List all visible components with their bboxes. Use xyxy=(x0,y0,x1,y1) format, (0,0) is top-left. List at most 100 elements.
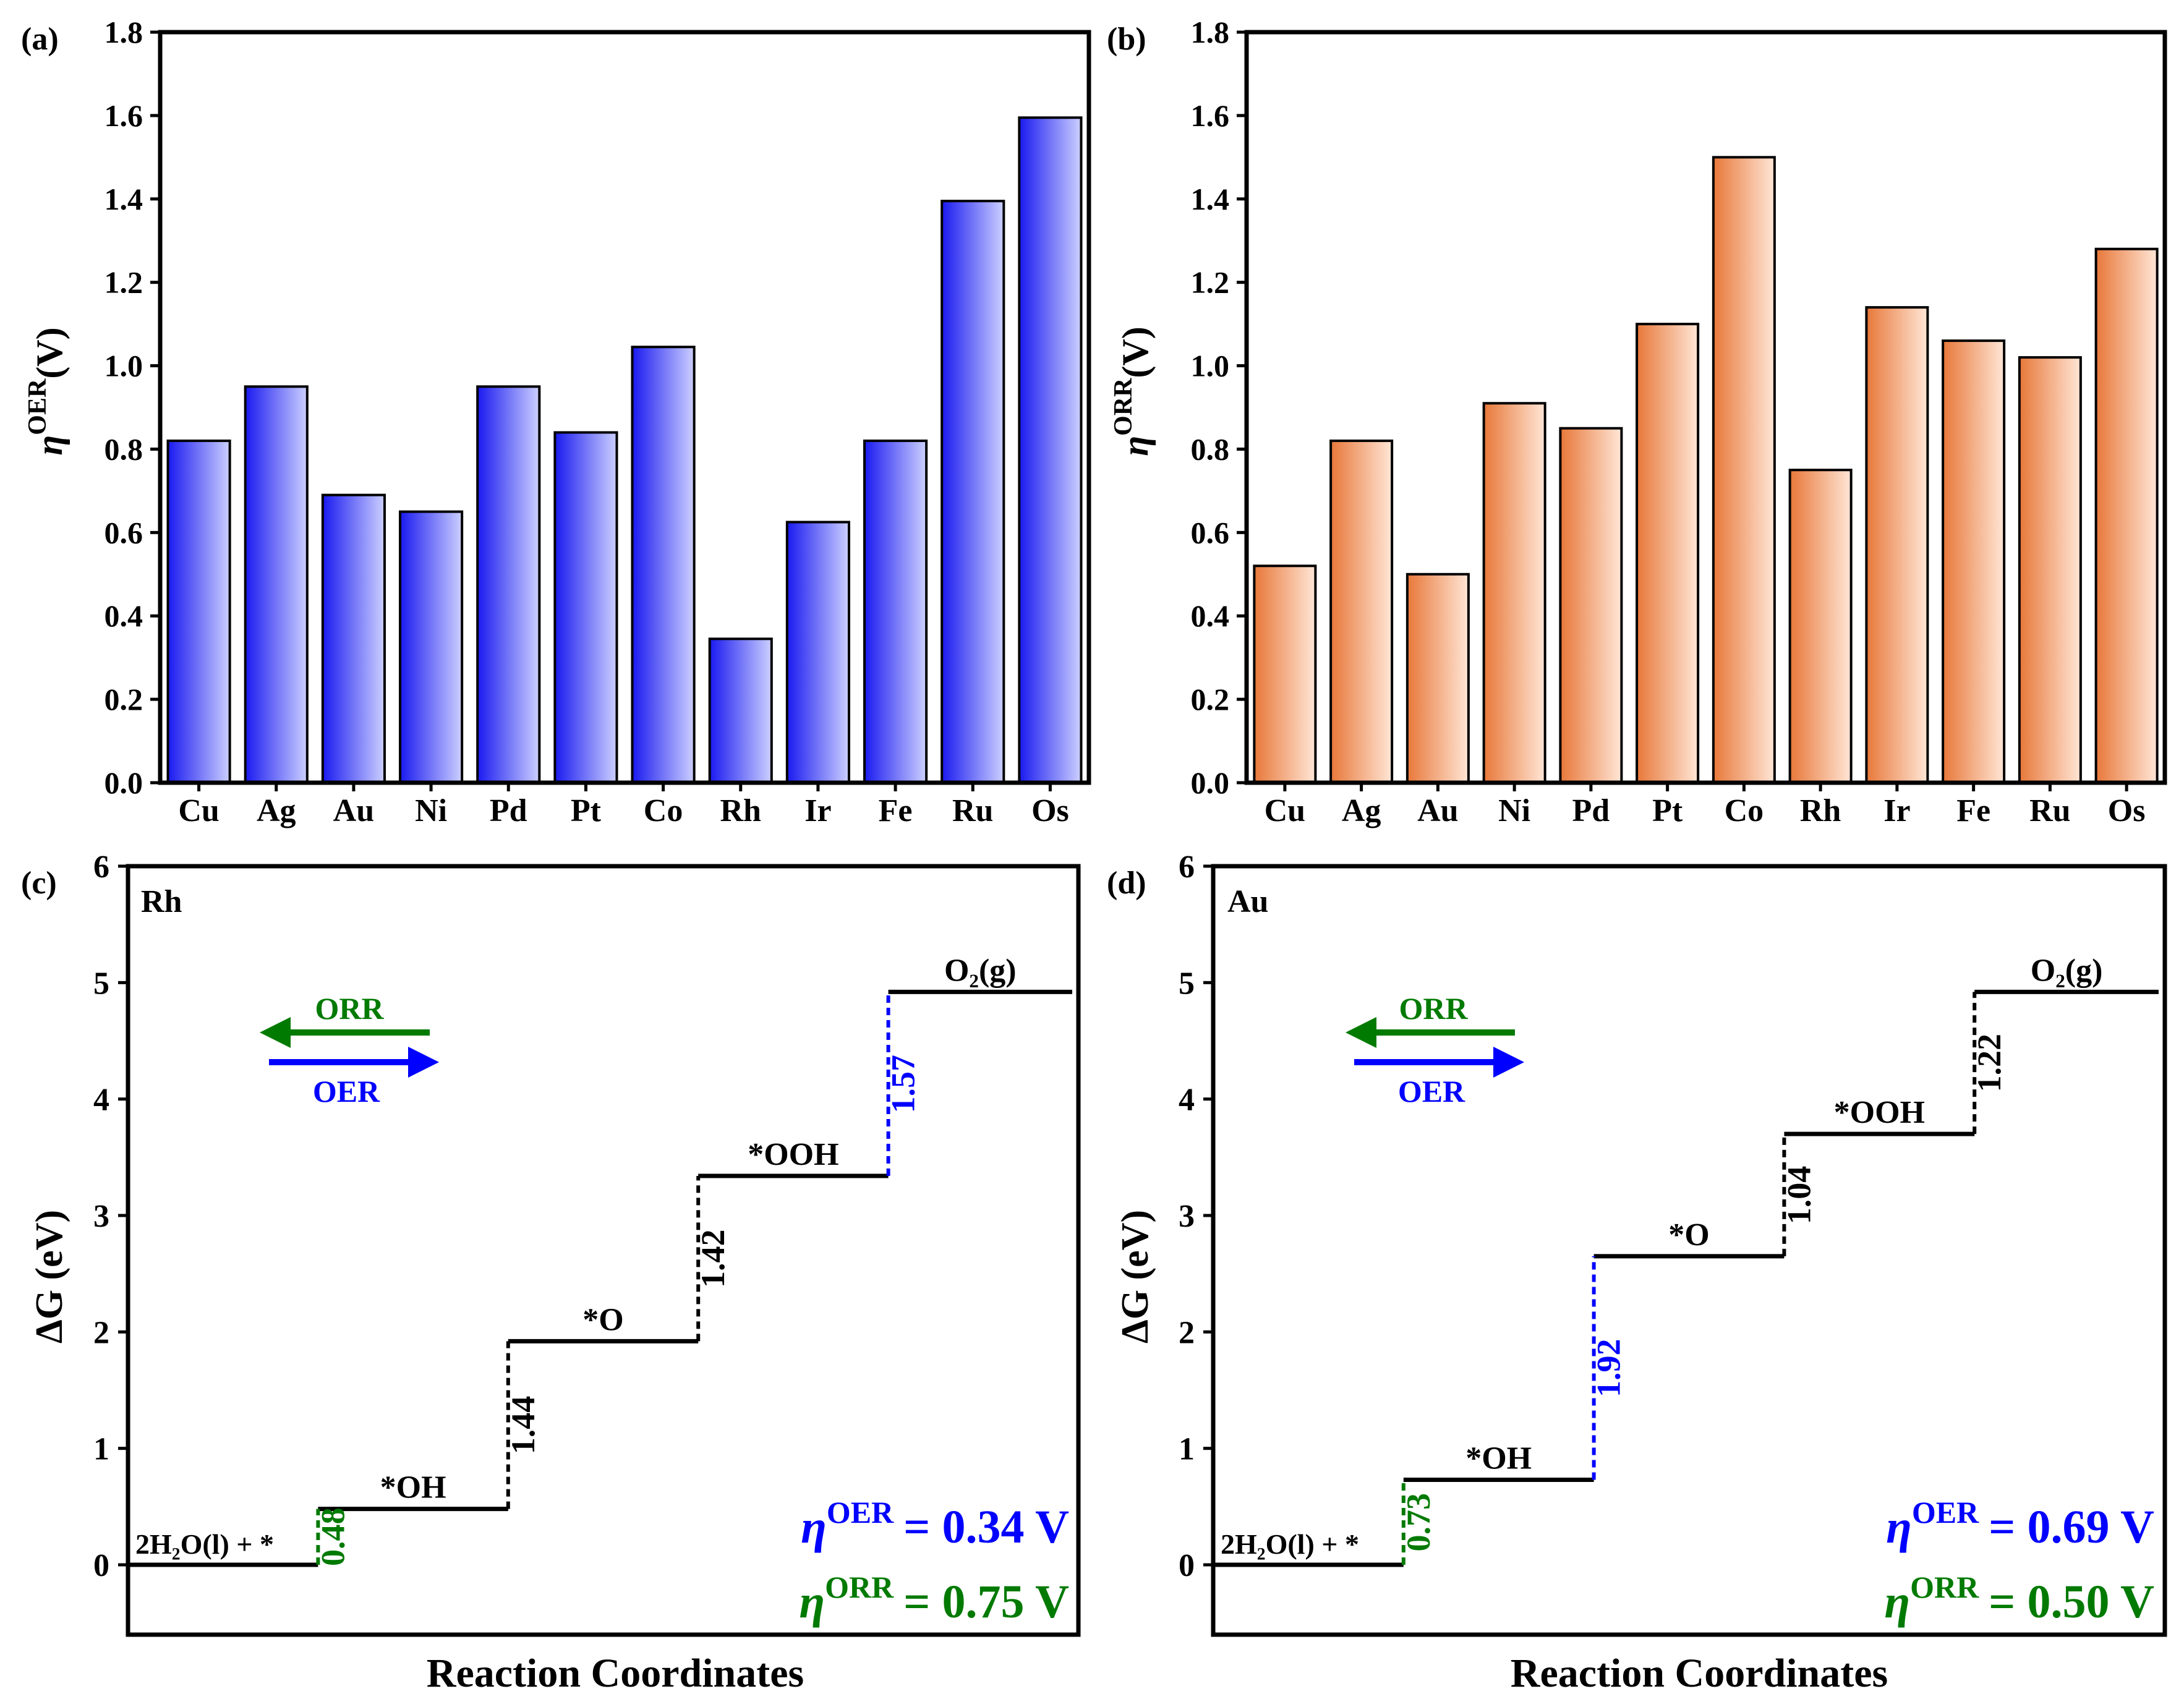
y-tick-label-c-5: 5 xyxy=(93,966,109,1001)
legend-oer-label-d: OER xyxy=(1398,1074,1465,1109)
y-tick-label-b-1.0: 1.0 xyxy=(1191,349,1230,383)
x-tick-label-a-rh: Rh xyxy=(720,793,762,828)
y-tick-label-c-3: 3 xyxy=(93,1199,109,1234)
x-tick-label-b-au: Au xyxy=(1417,793,1458,828)
y-tick-label-b-0.0: 0.0 xyxy=(1191,765,1230,800)
y-tick-label-a-0.8: 0.8 xyxy=(105,432,143,466)
bar-b-pt xyxy=(1636,323,1700,784)
y-tick-label-b-0.8: 0.8 xyxy=(1191,432,1230,466)
x-tick-label-b-os: Os xyxy=(2108,793,2146,828)
legend-d: ORR OER xyxy=(1346,991,1524,1109)
panel-label-a: (a) xyxy=(21,22,59,57)
catalyst-label-c: Rh xyxy=(141,884,182,919)
bar-b-os xyxy=(2094,247,2159,784)
x-tick-label-b-pt: Pt xyxy=(1652,793,1683,828)
bar-b-co xyxy=(1712,156,1776,785)
y-tick-label-c-6: 6 xyxy=(93,849,109,885)
x-tick-label-a-ru: Ru xyxy=(952,793,993,828)
eta-orr-d: ηORR = 0.50 V xyxy=(1884,1570,2154,1628)
bar-a-co xyxy=(631,346,696,784)
step-label-c-0: 0.48 xyxy=(314,1508,351,1567)
state-label-d-2: *O xyxy=(1668,1217,1709,1253)
bar-b-rh xyxy=(1788,469,1853,785)
bar-a-ni xyxy=(399,510,464,784)
y-tick-label-b-0.6: 0.6 xyxy=(1191,515,1230,550)
step-label-d-0: 0.73 xyxy=(1400,1493,1437,1552)
bar-a-rh xyxy=(708,637,773,784)
state-label-d-4: O₂(g) xyxy=(2031,953,2103,988)
x-tick-label-a-os: Os xyxy=(1031,793,1069,828)
x-tick-label-b-co: Co xyxy=(1725,793,1764,828)
y-tick-label-d-5: 5 xyxy=(1179,966,1195,1001)
state-label-c-2: *O xyxy=(582,1302,623,1337)
catalyst-label-d: Au xyxy=(1227,884,1268,919)
y-tick-label-d-4: 4 xyxy=(1179,1083,1195,1118)
x-tick-label-a-pd: Pd xyxy=(490,793,527,828)
state-label-c-3: *OOH xyxy=(748,1137,838,1172)
step-label-c-3: 1.57 xyxy=(885,1055,922,1113)
y-tick-label-b-1.4: 1.4 xyxy=(1191,182,1230,216)
eta-oer-c: ηOER = 0.34 V xyxy=(801,1495,1069,1553)
y-tick-label-b-0.2: 0.2 xyxy=(1191,682,1230,717)
legend-c: ORR OER xyxy=(260,991,439,1109)
y-tick-label-d-6: 6 xyxy=(1179,849,1195,885)
legend-orr-label-c: ORR xyxy=(315,991,384,1026)
state-label-c-0: 2H₂O(l) + * xyxy=(135,1528,274,1560)
y-tick-label-c-0: 0 xyxy=(93,1548,109,1583)
x-tick-label-b-ag: Ag xyxy=(1342,793,1381,828)
state-label-d-1: *OH xyxy=(1465,1441,1532,1476)
bar-b-fe xyxy=(1942,339,2006,784)
state-label-d-3: *OOH xyxy=(1834,1095,1925,1130)
y-tick-label-a-1.6: 1.6 xyxy=(105,98,143,133)
bar-b-au xyxy=(1406,573,1470,784)
legend-orr-label-d: ORR xyxy=(1399,991,1468,1026)
step-label-d-2: 1.04 xyxy=(1780,1166,1817,1225)
step-label-c-1: 1.44 xyxy=(505,1396,542,1455)
x-tick-label-b-ir: Ir xyxy=(1883,793,1910,828)
bar-b-pd xyxy=(1559,427,1623,784)
x-tick-label-b-rh: Rh xyxy=(1800,793,1841,828)
y-tick-label-b-1.8: 1.8 xyxy=(1191,15,1230,49)
bar-a-pt xyxy=(553,431,618,784)
legend-oer-label-c: OER xyxy=(313,1074,380,1109)
bar-b-ni xyxy=(1482,402,1546,784)
bar-a-os xyxy=(1018,116,1083,784)
y-tick-label-b-0.4: 0.4 xyxy=(1191,598,1230,633)
y-tick-label-c-4: 4 xyxy=(93,1083,109,1118)
step-label-d-3: 1.22 xyxy=(1971,1034,2008,1092)
plot-frame-c xyxy=(126,864,1081,1637)
panel-a-oer-overpotential: (a) ηOER(V) Cu Ag Au Ni Pd Pt Co Rh Ir Fe Ru Os 0.0 0… xyxy=(21,15,1091,828)
y-axis-label-d: ΔG (eV) xyxy=(1114,1210,1156,1343)
bar-a-ru xyxy=(941,200,1005,784)
y-tick-label-a-1.8: 1.8 xyxy=(105,15,143,49)
y-tick-label-a-0.4: 0.4 xyxy=(105,598,143,633)
y-tick-label-d-2: 2 xyxy=(1179,1315,1195,1350)
bar-a-ir xyxy=(785,521,850,784)
y-tick-label-d-0: 0 xyxy=(1179,1548,1195,1583)
plot-frame-b xyxy=(1244,30,2167,785)
y-tick-label-a-1.0: 1.0 xyxy=(105,349,143,383)
x-tick-label-a-au: Au xyxy=(333,793,374,828)
x-tick-label-a-ni: Ni xyxy=(415,793,447,828)
state-label-c-4: O₂(g) xyxy=(944,953,1017,988)
x-tick-label-b-ni: Ni xyxy=(1498,793,1530,828)
bar-a-pd xyxy=(476,385,541,784)
bar-a-ag xyxy=(244,385,309,784)
panel-d-au-free-energy: (d) Au ΔG (eV) Reaction Coordinates 0 1 2 3… xyxy=(1107,849,2167,1696)
step-label-c-2: 1.42 xyxy=(694,1229,732,1288)
bar-a-fe xyxy=(863,439,928,784)
eta-oer-d: ηOER = 0.69 V xyxy=(1886,1495,2154,1553)
x-tick-label-b-fe: Fe xyxy=(1956,793,1990,828)
panel-c-rh-free-energy: (c) Rh ΔG (eV) Reaction Coordinates 0 1 2 3… xyxy=(21,849,1081,1696)
x-tick-label-a-co: Co xyxy=(644,793,683,828)
y-tick-label-b-1.6: 1.6 xyxy=(1191,98,1230,133)
x-tick-label-a-ag: Ag xyxy=(257,793,296,828)
y-tick-label-b-1.2: 1.2 xyxy=(1191,265,1230,300)
x-tick-label-a-fe: Fe xyxy=(879,793,913,828)
y-tick-label-a-1.4: 1.4 xyxy=(105,182,143,216)
x-axis-label-d: Reaction Coordinates xyxy=(1511,1651,1888,1696)
x-tick-label-a-ir: Ir xyxy=(804,793,831,828)
panel-b-orr-overpotential: (b) ηORR(V) Cu Ag Au Ni Pd Pt Co Rh Ir Fe Ru Os 0.0 0… xyxy=(1107,15,2167,828)
bar-a-au xyxy=(321,493,386,785)
